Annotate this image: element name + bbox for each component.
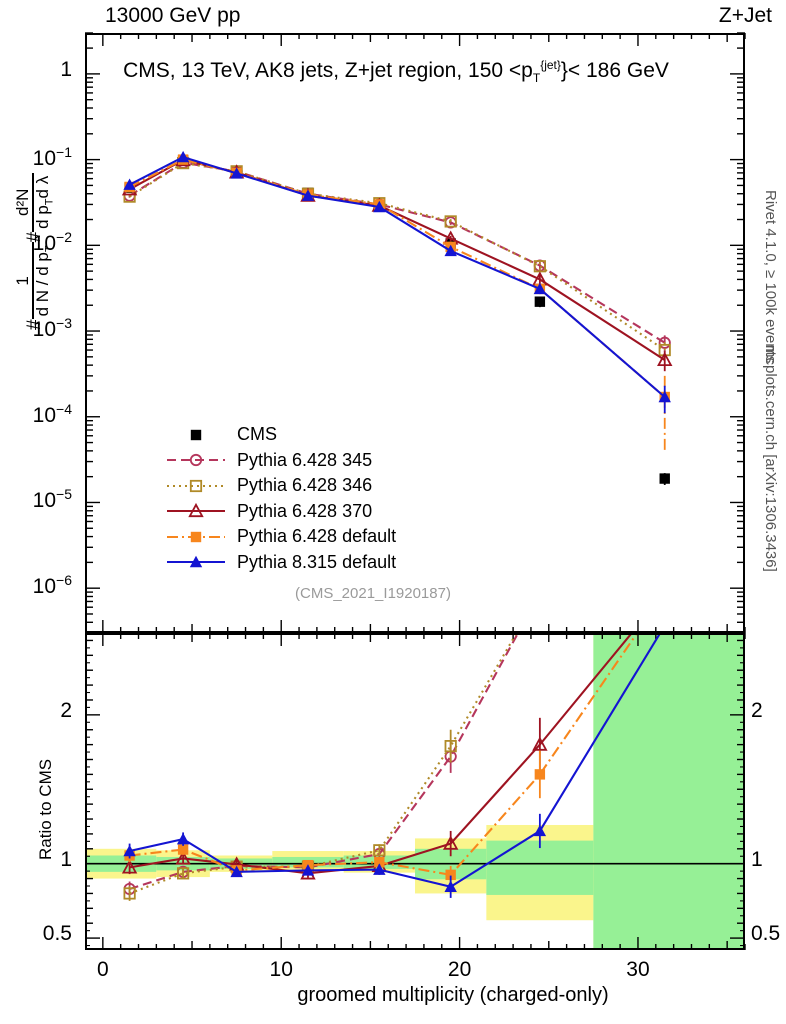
ratio-marker-3-5 [445,869,456,881]
main-marker-1-7 [658,336,671,349]
plot-title: CMS, 13 TeV, AK8 jets, Z+jet region, 150… [0,58,786,85]
legend-item-1[interactable]: Pythia 6.428 345 [165,448,396,474]
main-marker-5-4 [373,200,386,213]
main-series-line-5 [129,155,666,398]
main-marker-5-2 [230,167,243,179]
main-marker-5-5 [444,244,457,257]
main-series-line-2 [129,162,666,351]
ratio-marker-4-4 [373,863,386,875]
legend-label-1: Pythia 6.428 345 [237,449,373,470]
ratio-series-line-0 [129,633,520,890]
y-tick-label-ratio-left-2: 0.5 [42,922,72,946]
legend-key-circle-open-icon [165,449,227,471]
ratio-marker-4-2 [230,865,243,878]
legend-key-triangle-filled-icon [165,551,227,573]
main-marker-0-7 [659,473,670,484]
ratio-marker-1-4 [373,844,386,857]
ratio-marker-1-5 [444,740,457,753]
main-marker-2-5 [444,215,457,228]
y-tick-label-ratio-right-2: 0.5 [751,922,781,946]
legend: CMS Pythia 6.428 345 Pythia 6.428 346 Pythi… [165,422,396,575]
ratio-marker-4-5 [444,880,457,892]
y-tick-label-main--3: 10−3 [32,315,72,342]
ratio-band-green-6 [486,840,594,895]
ratio-marker-4-6 [533,824,547,837]
ratio-marker-4-0 [123,844,136,857]
ratio-marker-3-4 [374,856,385,868]
main-marker-5-7 [658,390,671,403]
main-marker-5-0 [123,178,136,190]
legend-key-square-filled-icon [165,526,227,548]
main-marker-5-1 [176,150,190,163]
x-tick-label-20: 20 [447,958,472,981]
x-tick-label-30: 30 [626,958,650,981]
y-tick-label-ratio-right-0: 2 [751,698,763,722]
ratio-plot-frame [85,633,745,950]
legend-item-0[interactable]: CMS [165,422,396,448]
legend-label-5: Pythia 8.315 default [237,551,397,572]
y-tick-label-main--1: 10−1 [32,143,72,170]
ratio-marker-4-1 [176,832,190,845]
legend-label-4: Pythia 6.428 default [237,526,397,547]
main-plot-frame [85,33,745,633]
analysis-id-watermark: (CMS_2021_I1920187) [295,585,451,602]
main-marker-3-7 [657,351,673,367]
y-tick-label-ratio-left-0: 2 [60,698,72,722]
ratio-marker-4-3 [301,864,315,876]
ratio-band-green-7 [593,633,745,950]
legend-label-2: Pythia 6.428 346 [237,475,373,496]
legend-label-3: Pythia 6.428 370 [237,500,373,521]
ratio-series-line-1 [129,633,518,895]
legend-item-4[interactable]: Pythia 6.428 default [165,524,396,550]
ratio-marker-2-6 [532,736,548,751]
ratio-marker-3-6 [534,769,546,780]
legend-key-square-open-icon [165,475,227,497]
y-tick-label-ratio-right-1: 1 [751,847,763,871]
y-tick-label-main--5: 10−5 [32,486,72,513]
y-tick-label-main-0: 1 [60,57,72,81]
ratio-marker-1-0 [123,887,136,900]
y-tick-label-main--2: 10−2 [32,229,72,256]
legend-item-3[interactable]: Pythia 6.428 370 [165,499,396,525]
ratio-marker-2-1 [175,850,191,865]
y-tick-label-main--4: 10−4 [32,400,72,427]
ratio-series-line-3 [129,633,639,876]
x-axis-label: groomed multiplicity (charged-only) [297,984,609,1006]
x-tick-label-0: 0 [96,958,109,981]
main-marker-0-6 [534,296,546,307]
ratio-marker-2-0 [121,859,138,874]
main-marker-5-3 [301,189,315,201]
ratio-marker-1-1 [177,867,190,880]
header-process-label: Z+Jet [718,4,772,27]
y-tick-label-ratio-left-1: 1 [60,847,72,871]
legend-item-2[interactable]: Pythia 6.428 346 [165,473,396,499]
header-beam-label: 13000 GeV pp [105,4,241,27]
plot-title-superscript: {jet} [540,58,561,72]
legend-label-0: CMS [237,424,277,445]
x-tick-label-10: 10 [269,958,293,981]
ratio-series-line-4 [129,633,662,888]
legend-item-5[interactable]: Pythia 8.315 default [165,550,396,576]
legend-key-square-filled-icon [165,424,227,446]
plot-title-suffix: }< 186 GeV [560,59,669,82]
legend-key-triangle-open-icon [165,500,227,522]
ratio-marker-3-1 [177,844,189,855]
plot-title-prefix: CMS, 13 TeV, AK8 jets, Z+jet region, 150… [123,59,533,82]
ratio-marker-2-5 [442,835,459,850]
main-marker-5-6 [533,282,547,295]
y-tick-label-main--6: 10−6 [32,572,72,599]
plot-title-subscript: T [532,71,541,86]
